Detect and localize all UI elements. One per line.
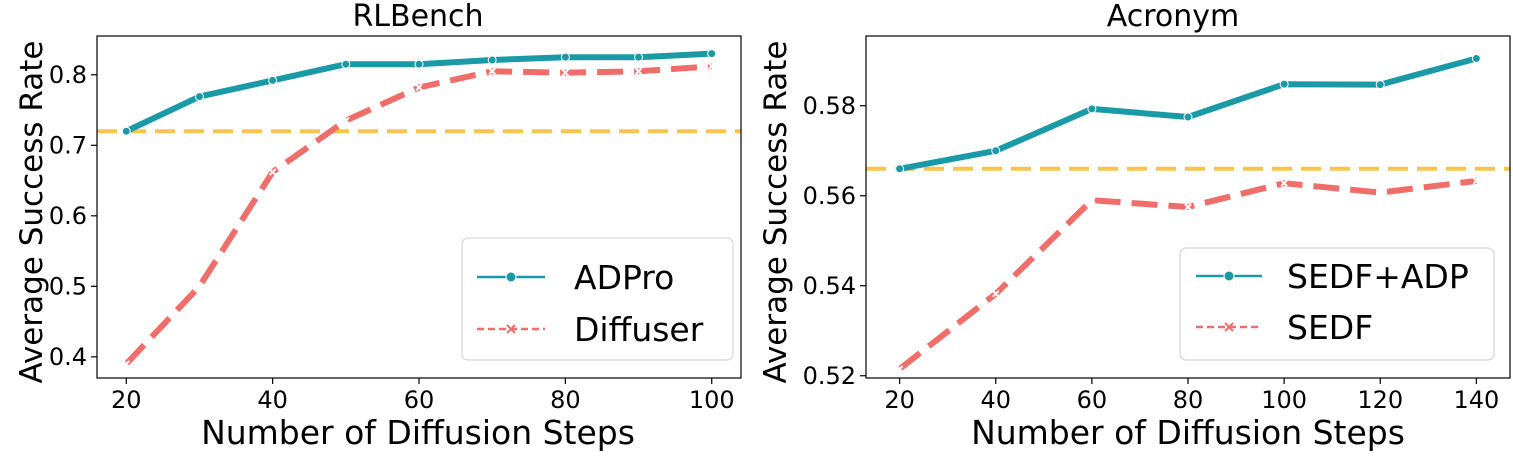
acronym-xtick-label: 140 (1453, 386, 1499, 414)
rlbench-ytick-label: 0.8 (49, 61, 87, 89)
rlbench-point-0 (487, 55, 497, 65)
rlbench-point-0 (268, 75, 278, 85)
acronym-ylabel: Average Success Rate (758, 41, 794, 384)
acronym-point-1 (992, 290, 1000, 298)
acronym-legend-marker-sedf (1224, 322, 1234, 332)
rlbench-ytick-label: 0.6 (49, 202, 87, 230)
acronym-point-0 (895, 164, 905, 174)
acronym-legend-label-sedfadp: SEDF+ADP (1287, 257, 1469, 296)
rlbench-point-0 (707, 49, 717, 59)
acronym-xtick-label: 120 (1357, 386, 1403, 414)
acronym-ytick-label: 0.54 (803, 272, 856, 300)
acronym-point-1 (895, 365, 904, 373)
rlbench-point-1 (195, 282, 204, 291)
rlbench-xtick-label: 60 (404, 386, 435, 414)
acronym-legend-x-marker (1224, 322, 1234, 332)
rlbench-point-1 (268, 168, 277, 176)
acronym-legend: SEDF+ADP SEDF (1179, 247, 1495, 361)
rlbench-point-1 (561, 68, 570, 77)
rlbench-point-0 (634, 52, 644, 62)
acronym-xtick-label: 20 (884, 386, 915, 414)
acronym-title: Acronym (1107, 0, 1240, 34)
acronym-legend-marker-sedfadp (1223, 270, 1235, 282)
rlbench-point-1 (488, 67, 496, 75)
rlbench-ytick-label: 0.4 (49, 343, 87, 371)
rlbench-legend-marker-diffuser (506, 324, 516, 334)
rlbench-legend-x-marker (506, 324, 516, 334)
acronym-series (895, 54, 1481, 373)
acronym-plot-frame (865, 35, 1511, 379)
rlbench-xtick-label: 20 (111, 386, 142, 414)
acronym-xtick-label: 100 (1261, 386, 1307, 414)
acronym-point-1 (1088, 196, 1096, 204)
acronym-xlabel: Number of Diffusion Steps (971, 413, 1405, 452)
rlbench-plot-frame (96, 35, 742, 379)
acronym-ytick-label: 0.56 (803, 182, 856, 210)
rlbench-xtick-label: 80 (550, 386, 581, 414)
acronym-point-0 (1087, 104, 1097, 114)
acronym-xtick-label: 60 (1077, 386, 1108, 414)
rlbench-ytick-label: 0.7 (49, 131, 87, 159)
rlbench-series (121, 49, 717, 368)
rlbench-point-1 (415, 83, 423, 92)
acronym-point-0 (991, 146, 1001, 156)
acronym-ticks: 20 40 60 80 100 120 140 0.52 0.54 0.56 0.58 (803, 92, 1500, 414)
rlbench-panel: RLBench Number of Diffusion Steps Averag… (14, 0, 742, 452)
acronym-point-1 (1376, 188, 1384, 197)
rlbench-point-0 (341, 59, 351, 69)
acronym-point-0 (1471, 54, 1481, 63)
rlbench-legend-box (461, 237, 734, 361)
rlbench-point-0 (560, 52, 570, 62)
rlbench-legend-marker-adpro (505, 271, 517, 283)
rlbench-ylabel: Average Success Rate (14, 41, 50, 384)
acronym-point-1 (1472, 177, 1481, 185)
rlbench-ytick-label: 0.5 (49, 272, 87, 300)
acronym-point-1 (1280, 179, 1288, 187)
acronym-legend-label-sedf: SEDF (1287, 308, 1373, 347)
rlbench-legend: ADPro Diffuser (461, 237, 734, 361)
acronym-point-1 (1184, 203, 1192, 211)
rlbench-point-1 (708, 62, 716, 71)
rlbench-legend-label-diffuser: Diffuser (574, 310, 704, 349)
acronym-ytick-label: 0.52 (803, 362, 856, 390)
rlbench-point-1 (122, 360, 130, 368)
rlbench-point-0 (414, 59, 424, 69)
acronym-ytick-label: 0.58 (803, 92, 856, 120)
rlbench-xtick-label: 100 (689, 386, 735, 414)
acronym-point-0 (1279, 79, 1289, 89)
rlbench-point-0 (194, 92, 204, 102)
acronym-xtick-label: 40 (980, 386, 1011, 414)
rlbench-xlabel: Number of Diffusion Steps (201, 413, 635, 452)
rlbench-legend-label-adpro: ADPro (574, 258, 674, 297)
acronym-point-0 (1183, 112, 1193, 122)
acronym-point-0 (1375, 80, 1385, 90)
rlbench-point-1 (634, 67, 643, 75)
rlbench-title: RLBench (352, 0, 483, 34)
rlbench-point-0 (121, 126, 131, 136)
rlbench-point-1 (342, 116, 350, 125)
acronym-xtick-label: 80 (1173, 386, 1204, 414)
rlbench-ticks: 20 40 60 80 100 0.4 0.5 0.6 0.7 0.8 (49, 61, 735, 414)
rlbench-xtick-label: 40 (257, 386, 288, 414)
acronym-panel: Acronym Number of Diffusion Steps Averag… (758, 0, 1511, 452)
